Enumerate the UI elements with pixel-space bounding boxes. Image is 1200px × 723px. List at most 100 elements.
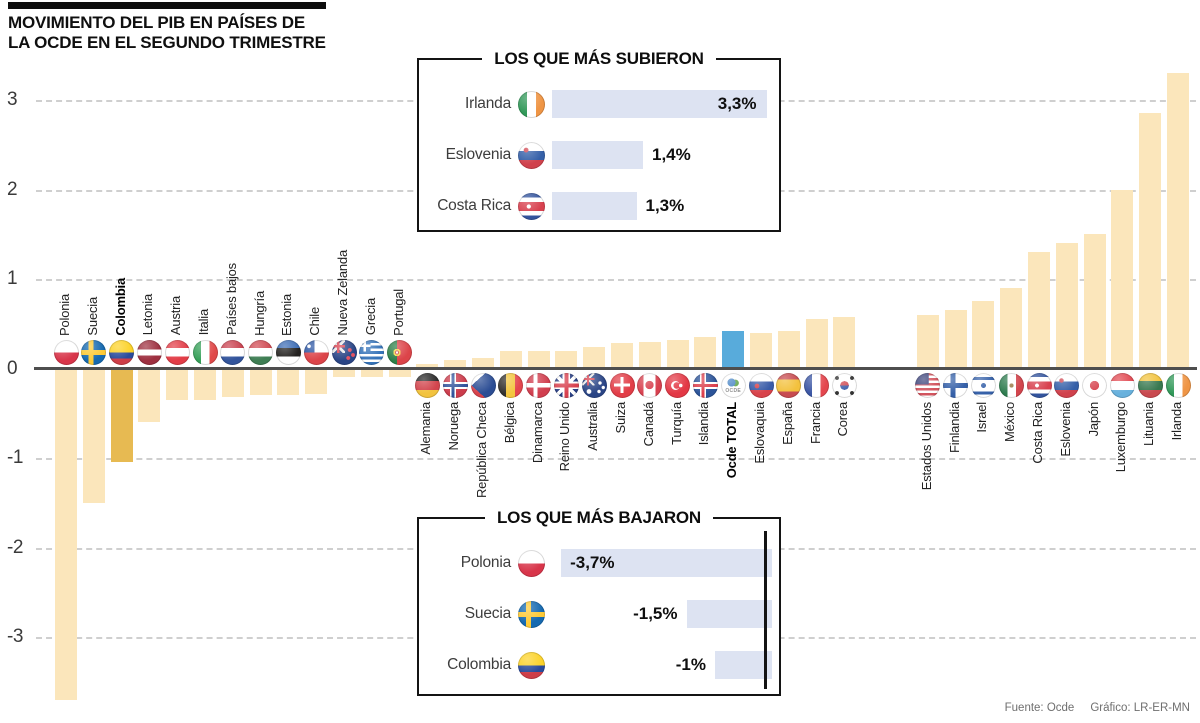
chart-footer: Fuente: Ocde Gráfico: LR-ER-MN [1005,702,1190,714]
reino-unido-flag-icon [553,372,579,398]
bajaron-zero-axis-line [764,531,767,689]
irlanda-flag-icon [1165,372,1191,398]
luxemburgo-flag-icon [1109,372,1135,398]
bar-japon [1083,234,1106,369]
bar-label-australia: Australia [585,401,601,451]
bar-estados-unidos [916,314,939,369]
bar-label-estonia: Estonia [279,293,295,336]
suiza-flag-icon [609,372,635,398]
estados-unidos-flag-icon [915,372,941,398]
bar-turquia [666,339,689,369]
turquia-flag-icon [665,372,691,398]
bar-paises-bajos [221,368,244,398]
bar-hungria [249,368,272,396]
y-tick-label: 3 [7,89,18,110]
bar-label-mexico: México [1002,401,1018,442]
belgica-flag-icon [498,372,524,398]
source-label: Fuente: Ocde [1004,702,1075,714]
bar-label-alemania: Alemania [418,401,434,455]
bar-label-paises-bajos: Países bajos [223,263,239,336]
suecia-flag-icon [81,339,107,365]
portugal-flag-icon [387,339,413,365]
inset-country-label: Irlanda [465,95,511,112]
grecia-flag-icon [359,339,385,365]
bar-noruega [444,359,467,369]
page-title-line2: LA OCDE EN EL SEGUNDO TRIMESTRE [8,33,326,53]
alemania-flag-icon [414,372,440,398]
dinamarca-flag-icon [526,372,552,398]
gridline-y-1 [36,279,1196,281]
inset-flag-wrap [518,192,545,220]
inset-flag-wrap [518,141,545,169]
inset-bar-area: 1,3% [552,192,772,220]
bar-polonia [55,368,77,700]
title-accent-bar [8,2,326,9]
bar-estonia [277,368,300,396]
bar-label-lituania: Lituania [1141,401,1157,446]
bar-dinamarca [527,350,550,369]
bar-reino-unido [555,350,578,369]
panel-los-que-mas-bajaron: LOS QUE MÁS BAJARON Polonia -3,7% Suecia -1… [417,506,781,696]
bar-label-hungria: Hungría [251,290,267,336]
suecia-flag-icon [518,600,545,628]
bar-belgica [499,350,522,369]
inset-bar-area: 1,4% [552,141,772,169]
bar-label-portugal: Portugal [390,288,406,336]
letonia-flag-icon [136,339,162,365]
israel-flag-icon [970,372,996,398]
islandia-flag-icon [692,372,718,398]
bar-label-suiza: Suiza [613,401,628,434]
page-title: MOVIMIENTO DEL PIB EN PAÍSES DE LA OCDE … [8,13,326,54]
inset-value-bar [686,600,772,628]
mexico-flag-icon [998,372,1024,398]
inset-value-bar [552,192,637,220]
canada-flag-icon [637,372,663,398]
bar-label-corea: Corea [835,401,851,436]
inset-flag-wrap [518,651,545,679]
inset-country-label: Polonia [460,554,512,571]
japon-flag-icon [1082,372,1108,398]
bar-chile [305,368,328,394]
panel-subieron-rows: Irlanda 3,3% Eslovenia 1,4% Costa Rica 1,3% [419,60,779,230]
polonia-flag-icon [518,549,545,577]
bar-label-canada: Canadá [640,401,656,446]
bar-label-irlanda: Irlanda [1169,401,1184,440]
republica-checa-flag-icon [470,372,496,398]
eslovaquia-flag-icon [748,372,774,398]
y-tick-label: 1 [7,268,18,289]
bar-corea [833,316,856,369]
bar-portugal [388,368,411,378]
inset-value-label: 1,4% [652,145,691,164]
bar-label-nueva-zelanda: Nueva Zelanda [335,249,350,336]
irlanda-flag-icon [518,90,545,118]
inset-value-bar [552,141,643,169]
bar-label-republica-checa: República Checa [474,401,489,498]
bar-francia [805,319,828,369]
inset-value-bar [715,651,772,679]
y-tick-label: 0 [7,357,18,379]
austria-flag-icon [164,339,190,365]
bar-grecia [360,368,383,378]
bar-label-islandia: Islandia [696,401,712,445]
italia-flag-icon [192,339,218,365]
bar-label-colombia: Colombia [112,277,128,336]
inset-value-label: -1,5% [633,604,678,623]
inset-value-label: -1% [675,655,706,674]
bar-costa-rica [1028,252,1050,369]
y-tick-label: -2 [7,536,23,558]
bar-label-turquia: Turquía [668,401,684,445]
colombia-flag-icon [109,339,135,365]
bar-finlandia [944,310,967,369]
inset-bar-area: -1,5% [552,600,772,628]
espana-flag-icon [776,372,802,398]
x-axis-zero-line [34,367,1197,370]
bar-nueva-zelanda [333,368,355,378]
bar-israel [972,301,995,369]
bar-letonia [138,368,161,423]
gridline-y--1 [36,458,1196,460]
polonia-flag-icon [53,339,79,365]
bar-label-grecia: Grecia [362,298,378,336]
inset-value-bar [552,90,767,118]
inset-row-polonia: Polonia -3,7% [419,549,779,577]
